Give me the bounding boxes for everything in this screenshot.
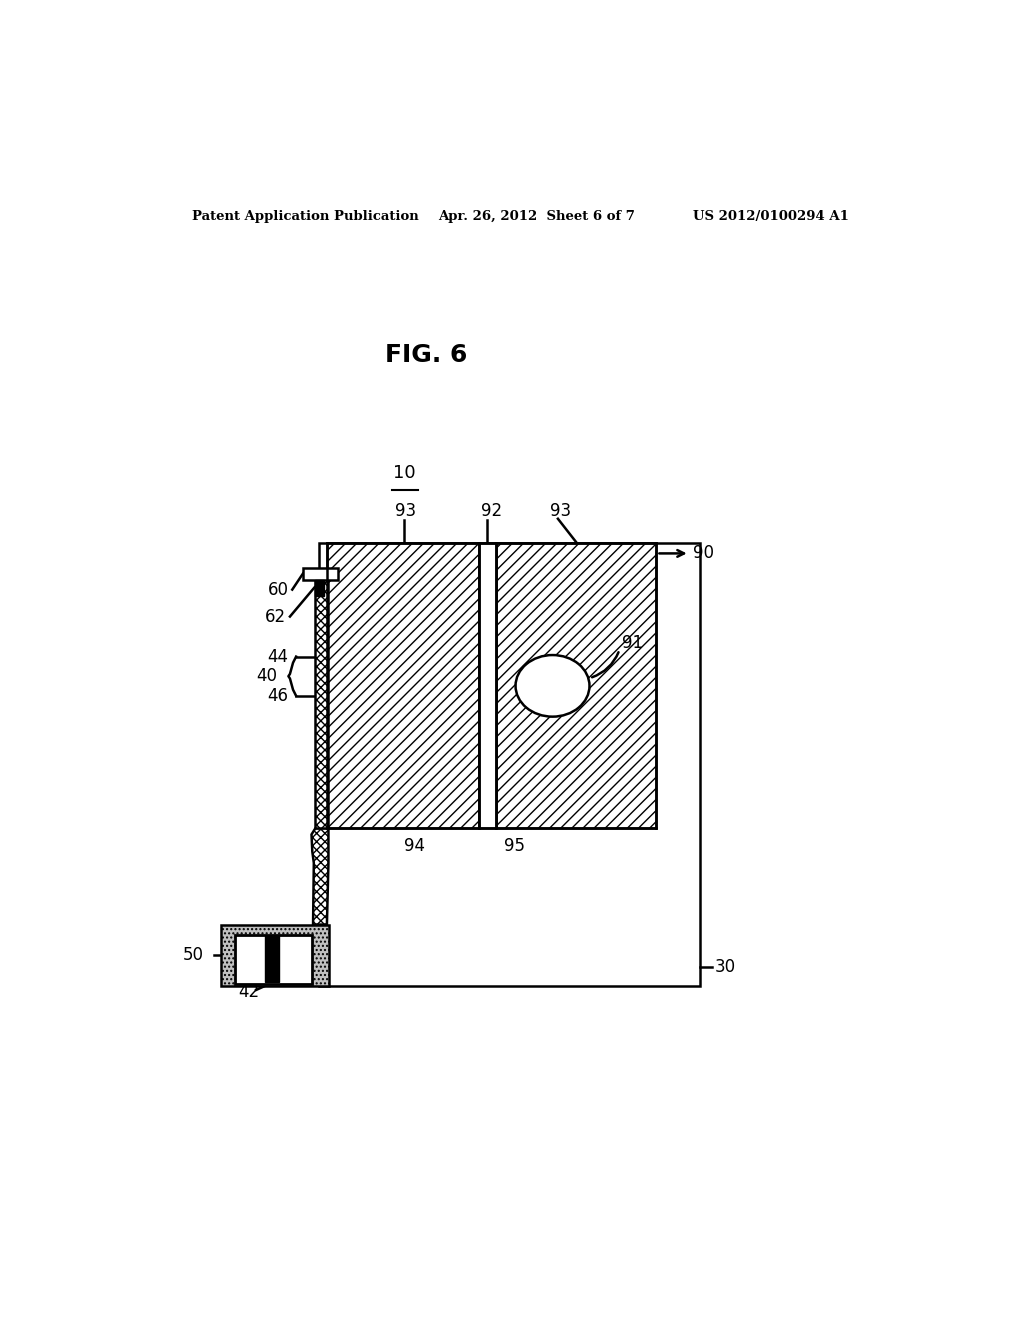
Ellipse shape bbox=[515, 655, 590, 717]
Text: 62: 62 bbox=[265, 607, 287, 626]
Bar bbox=[319, 544, 700, 986]
Text: 90: 90 bbox=[692, 544, 714, 562]
Text: 40: 40 bbox=[256, 667, 278, 685]
Text: 93: 93 bbox=[550, 502, 571, 520]
Text: 46: 46 bbox=[267, 686, 288, 705]
Text: 94: 94 bbox=[403, 837, 425, 855]
Bar bbox=[264, 936, 280, 982]
Polygon shape bbox=[311, 829, 329, 924]
Bar bbox=[478, 544, 496, 829]
Text: 93: 93 bbox=[394, 502, 416, 520]
Text: FIG. 6: FIG. 6 bbox=[385, 343, 467, 367]
Bar bbox=[496, 544, 656, 829]
Text: 91: 91 bbox=[622, 635, 643, 652]
Text: Apr. 26, 2012  Sheet 6 of 7: Apr. 26, 2012 Sheet 6 of 7 bbox=[438, 210, 636, 223]
Text: 60: 60 bbox=[267, 581, 289, 598]
Bar bbox=[327, 544, 478, 829]
Text: Patent Application Publication: Patent Application Publication bbox=[193, 210, 419, 223]
Bar bbox=[315, 572, 329, 829]
Text: 42: 42 bbox=[239, 982, 259, 1001]
Text: 44: 44 bbox=[267, 648, 288, 665]
Text: 10: 10 bbox=[392, 463, 415, 482]
Bar bbox=[303, 568, 339, 579]
Text: 95: 95 bbox=[504, 837, 525, 855]
Text: 30: 30 bbox=[714, 958, 735, 975]
Bar bbox=[221, 924, 330, 986]
Bar bbox=[234, 935, 311, 983]
Text: 50: 50 bbox=[183, 946, 204, 965]
Text: 92: 92 bbox=[481, 502, 502, 520]
Bar bbox=[314, 579, 324, 595]
Text: US 2012/0100294 A1: US 2012/0100294 A1 bbox=[692, 210, 849, 223]
